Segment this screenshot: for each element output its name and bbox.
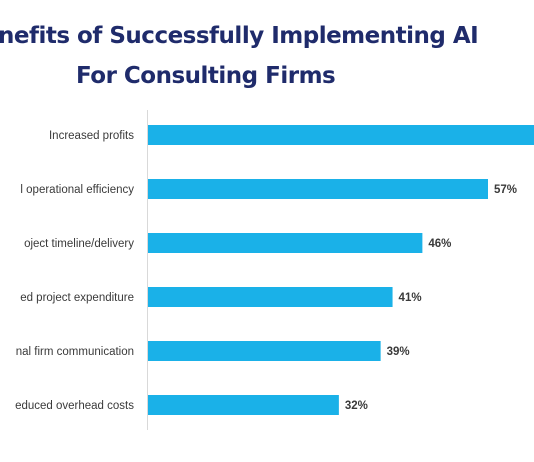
bar [148,179,488,199]
bar [148,125,534,145]
value-label: 39% [387,346,410,358]
chart-title-line-1: nefits of Successfully Implementing AI [0,23,479,49]
category-label: ed project expenditure [20,292,134,304]
category-label: oject timeline/delivery [24,238,134,250]
bar [148,341,381,361]
bar [148,287,393,307]
category-label: nal firm communication [16,346,134,358]
value-label: 32% [345,400,368,412]
value-label: 46% [428,238,451,250]
value-label: 57% [494,184,517,196]
category-label: l operational efficiency [20,184,134,196]
bars-group: Increased profits l operational efficienc… [15,125,534,415]
category-label: educed overhead costs [15,400,134,412]
chart-title: nefits of Successfully Implementing AI F… [0,0,534,100]
bar [148,233,423,253]
category-label: Increased profits [49,130,134,142]
bar [148,395,339,415]
value-label: 41% [399,292,422,304]
chart-title-line-2: For Consulting Firms [76,63,336,89]
